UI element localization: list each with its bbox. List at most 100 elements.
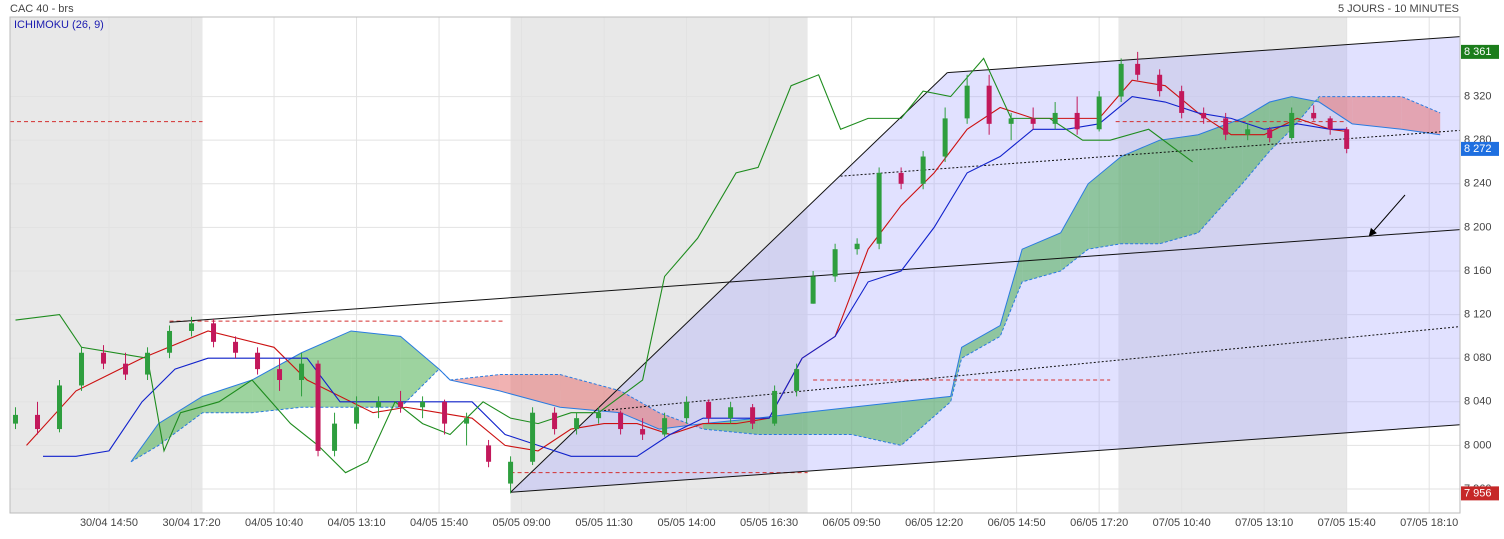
candle-body <box>898 172 904 184</box>
cloud-segment <box>1159 134 1199 244</box>
candle-body <box>942 118 948 157</box>
cloud-segment <box>1088 156 1122 250</box>
candle-body <box>596 412 602 419</box>
x-tick-label: 07/05 15:40 <box>1318 517 1376 529</box>
cloud-segment <box>1000 249 1023 337</box>
x-tick-label: 05/05 14:00 <box>658 517 716 529</box>
senkou-b-line <box>130 96 1441 463</box>
candle-body <box>13 414 19 424</box>
candle-body <box>1327 118 1333 130</box>
price-marker <box>1461 486 1499 501</box>
candle-body <box>508 461 514 484</box>
chart-title: CAC 40 - brs <box>10 3 74 15</box>
candle-body <box>255 352 261 370</box>
senkou-a-line <box>130 96 1441 463</box>
cloud-segment <box>961 325 1001 359</box>
price-marker <box>1461 44 1499 59</box>
candle-body <box>398 401 404 408</box>
candle-body <box>1344 129 1350 149</box>
candle-body <box>552 412 558 430</box>
candle-body <box>772 390 778 424</box>
trend-line <box>840 129 1460 177</box>
annotation-arrow <box>1368 194 1406 237</box>
candle-body <box>1008 118 1014 124</box>
cloud-segment <box>560 374 621 413</box>
cloud-segment <box>802 407 852 435</box>
candle-body <box>299 363 305 381</box>
candle-body <box>662 418 668 435</box>
candle-body <box>1030 118 1036 124</box>
session-shade <box>10 17 203 513</box>
candle-body <box>277 369 283 381</box>
cloud-segment <box>301 330 352 408</box>
cloud-segment <box>1352 96 1402 130</box>
candle-body <box>145 352 151 375</box>
candle-body <box>706 401 712 419</box>
candle-body <box>574 418 580 430</box>
candle-body <box>876 172 882 244</box>
cloud-segment <box>1022 232 1061 282</box>
candle-body <box>57 385 63 430</box>
candle-body <box>123 363 129 375</box>
candle-body <box>1052 112 1058 124</box>
candle-body <box>420 401 426 408</box>
candle-body <box>101 352 107 364</box>
cloud-segment <box>158 396 203 446</box>
candle-body <box>211 323 217 342</box>
indicator-line <box>43 95 1347 457</box>
trend-line <box>169 229 1460 323</box>
y-tick-label: 8 240 <box>1464 178 1492 190</box>
x-tick-label: 30/04 17:20 <box>162 517 220 529</box>
price-marker <box>1461 141 1499 156</box>
price-marker-label: 7 956 <box>1464 487 1492 499</box>
candle-body <box>464 418 470 424</box>
candle-body <box>1245 129 1251 135</box>
cloud-segment <box>351 330 401 408</box>
price-marker-label: 8 361 <box>1464 46 1492 58</box>
candle-body <box>167 330 173 353</box>
candle-body <box>1135 63 1141 75</box>
cloud-segment <box>1198 118 1243 233</box>
candle-body <box>920 156 926 184</box>
candle-body <box>810 276 816 304</box>
y-tick-label: 8 200 <box>1464 221 1492 233</box>
candle-body <box>854 243 860 250</box>
cloud-segment <box>1121 140 1160 244</box>
trend-line <box>604 326 1460 412</box>
candle-body <box>1267 129 1273 139</box>
indicator-label: ICHIMOKU (26, 9) <box>14 19 104 31</box>
y-tick-label: 8 120 <box>1464 309 1492 321</box>
y-tick-label: 8 040 <box>1464 396 1492 408</box>
x-tick-label: 06/05 17:20 <box>1070 517 1128 529</box>
candle-body <box>486 445 492 462</box>
candle-body <box>189 323 195 331</box>
x-tick-label: 06/05 09:50 <box>823 517 881 529</box>
plot-area <box>10 17 1460 513</box>
cloud-segment <box>851 401 902 446</box>
cloud-segment <box>1242 102 1270 184</box>
x-tick-label: 06/05 14:50 <box>988 517 1046 529</box>
candle-body <box>35 414 41 430</box>
candle-body <box>1223 118 1229 135</box>
cloud-segment <box>620 390 660 430</box>
cloud-segment <box>1269 96 1292 152</box>
candle-body <box>442 401 448 424</box>
candle-body <box>986 85 992 124</box>
candle-body <box>1157 74 1163 92</box>
candle-body <box>1096 96 1102 130</box>
cloud-segment <box>499 374 561 408</box>
cloud-segment <box>252 352 302 413</box>
candle-body <box>1074 112 1080 130</box>
candle-body <box>618 412 624 430</box>
candle-body <box>794 369 800 391</box>
x-tick-label: 05/05 16:30 <box>740 517 798 529</box>
axes: 30/04 14:50 30/04 17:20 04/05 10:40 04/05 1… <box>80 44 1499 529</box>
cloud-segment <box>901 396 951 446</box>
period-label: 5 JOURS - 10 MINUTES <box>1338 3 1459 15</box>
candle-body <box>233 341 239 353</box>
candle-body <box>332 423 338 451</box>
x-tick-label: 05/05 09:00 <box>493 517 551 529</box>
x-tick-label: 04/05 10:40 <box>245 517 303 529</box>
x-tick-label: 05/05 11:30 <box>575 517 632 529</box>
